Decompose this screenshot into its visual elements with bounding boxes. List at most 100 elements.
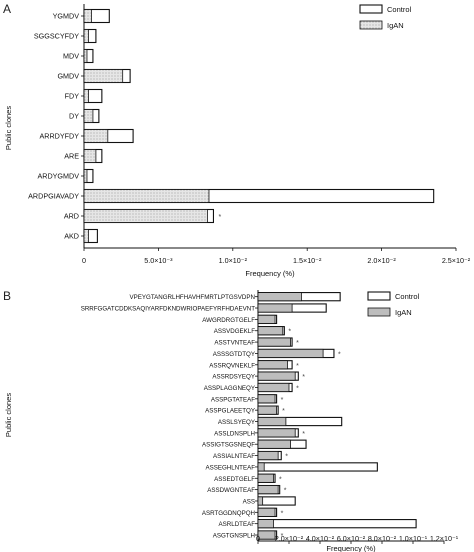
panel-a-igan-bar: [83, 69, 124, 83]
panel-a-x-tick-label: 1.5×10⁻²: [293, 256, 322, 265]
panel-b-control-bar: [257, 519, 417, 529]
panel-a-category-label: MDV: [63, 52, 79, 61]
panel-b-igan-bar: [257, 496, 264, 506]
panel-a-igan-bar: [83, 49, 88, 63]
panel-b-x-tick-label: 2.0×10⁻²: [275, 534, 304, 543]
panel-a-legend-control-swatch: [359, 4, 383, 14]
panel-a-igan-bar: [83, 109, 94, 123]
panel-a-letter: A: [3, 2, 11, 16]
panel-b-category-label: ASSLDNSPLH: [214, 430, 255, 437]
panel-b-igan-bar: [257, 473, 274, 483]
panel-a-igan-bar: [83, 29, 89, 43]
panel-b-category-label: ASSPGLAEETQY: [205, 408, 255, 415]
panel-b-significance-marker: *: [281, 533, 284, 540]
panel-a-igan-bar: [83, 9, 92, 23]
panel-b-igan-bar: [257, 371, 296, 381]
panel-a-igan-bar: [83, 89, 89, 103]
panel-b-igan-bar: [257, 462, 265, 472]
panel-a-category-label: DY: [69, 112, 79, 121]
panel-b-category-label: ASSIALNTEAF: [213, 453, 255, 460]
panel-b-category-label: ASSDWGNTEAF: [207, 487, 255, 494]
panel-a-x-tick-label: 5.0×10⁻³: [144, 256, 173, 265]
panel-b-significance-marker: *: [284, 488, 287, 495]
panel-b-igan-bar: [257, 405, 278, 415]
panel-b-category-label: ASSRDSYEQY: [212, 374, 255, 381]
panel-b-y-axis-title: Public clones: [4, 393, 13, 437]
panel-a-category-label: FDY: [65, 92, 80, 101]
panel-b-legend-control-label: Control: [395, 292, 420, 301]
panel-b-letter: B: [3, 289, 11, 303]
panel-b-significance-marker: *: [296, 363, 299, 370]
panel-b-igan-bar: [257, 292, 302, 302]
panel-b-category-label: ASGTGNSPLH: [213, 533, 255, 540]
panel-b-igan-bar: [257, 348, 324, 358]
panel-b-category-label: VPEYGTANGRLHFHAVHFMRTLPTGSVDPN: [130, 294, 256, 301]
panel-b-x-tick-label: 8.0×10⁻²: [368, 534, 397, 543]
panel-b-x-tick-label: 6.0×10⁻²: [337, 534, 366, 543]
panel-a-igan-bar: [83, 169, 88, 183]
panel-b-significance-marker: *: [302, 431, 305, 438]
panel-a-x-tick-label: 1.0×10⁻²: [219, 256, 248, 265]
panel-b-category-label: ASSRQVNEKLF: [209, 362, 255, 369]
panel-a-igan-bar: [83, 229, 89, 243]
panel-b-legend-control-swatch: [367, 291, 391, 301]
panel-b-x-axis-title: Frequency (%): [326, 544, 376, 552]
panel-a-category-label: ARD: [64, 212, 79, 221]
panel-b-category-label: AWGRDRGTGELF: [202, 317, 255, 324]
panel-a-category-label: ARDYGMDV: [37, 172, 79, 181]
panel-b-significance-marker: *: [288, 329, 291, 336]
panel-b-category-label: ASSSGTDTQY: [213, 351, 255, 358]
panel-a-igan-bar: [83, 209, 208, 223]
panel-a-category-label: ARE: [64, 152, 79, 161]
panel-a-legend-igan-label: IgAN: [387, 21, 404, 30]
panel-b-significance-marker: *: [338, 351, 341, 358]
panel-b-igan-bar: [257, 507, 276, 517]
panel-b-significance-marker: *: [285, 454, 288, 461]
panel-a-significance-marker: *: [218, 214, 221, 221]
panel-a-x-tick-label: 2.5×10⁻²: [442, 256, 471, 265]
panel-b-category-label: SRRFGGATCDDKSAQIYARFDKNDWRIOPAEFYRFHDAEV…: [81, 306, 256, 313]
panel-b-category-label: ASRLDTEAF: [219, 521, 256, 528]
panel-a-x-axis-title: Frequency (%): [245, 269, 295, 278]
panel-b-category-label: ASS: [243, 498, 255, 505]
panel-a-legend-control-label: Control: [387, 5, 412, 14]
panel-b-igan-bar: [257, 382, 290, 392]
panel-b-legend-igan-label: IgAN: [395, 308, 412, 317]
panel-a-category-label: SGGSCYFDY: [34, 32, 79, 41]
panel-b-significance-marker: *: [281, 397, 284, 404]
panel-a-igan-bar: [83, 189, 210, 203]
panel-b-igan-bar: [257, 360, 288, 370]
panel-b-x-tick-label: 0: [256, 534, 260, 543]
panel-b-igan-bar: [257, 417, 287, 427]
panel-a-igan-bar: [83, 129, 109, 143]
panel-b-category-label: ASSEDTGELF: [214, 476, 255, 483]
panel-b-category-label: ASSPLAGGNEQY: [204, 385, 255, 392]
panel-b-igan-bar: [257, 485, 279, 495]
panel-b-igan-bar: [257, 314, 276, 324]
panel-b-significance-marker: *: [302, 374, 305, 381]
panel-a-category-label: YGMDV: [53, 12, 80, 21]
panel-b-igan-bar: [257, 451, 279, 461]
panel-b-igan-bar: [257, 337, 291, 347]
panel-b-significance-marker: *: [296, 385, 299, 392]
panel-a-chart: YGMDV SGGSCYFDY MDV GMDV FDY DY ARRDYFDY ARE ARD…: [4, 4, 471, 278]
panel-a-category-label: GMDV: [57, 72, 79, 81]
panel-a-y-axis-title: Public clones: [4, 106, 13, 150]
panel-b-significance-marker: *: [282, 408, 285, 415]
panel-b-igan-bar: [257, 530, 276, 540]
panel-b-igan-bar: [257, 303, 293, 313]
panel-b-igan-bar: [257, 519, 274, 529]
panel-b-significance-marker: *: [296, 340, 299, 347]
panel-a-category-label: AKD: [64, 232, 79, 241]
panel-b-category-label: ASSPGTATEAF: [211, 396, 255, 403]
panel-b-category-label: ASSVDGEKLF: [214, 328, 255, 335]
panel-b-category-label: ASSEGHLNTEAF: [205, 464, 255, 471]
panel-b-igan-bar: [257, 394, 276, 404]
panel-a-category-label: ARDPGIAVADY: [28, 192, 79, 201]
panel-b-chart: VPEYGTANGRLHFHAVHFMRTLPTGSVDPN SRRFGGATCD…: [4, 290, 459, 552]
panel-a-igan-bar: [83, 149, 97, 163]
panel-b-significance-marker: *: [281, 510, 284, 517]
panel-b-igan-bar: [257, 428, 296, 438]
panel-b-significance-marker: *: [279, 476, 282, 483]
